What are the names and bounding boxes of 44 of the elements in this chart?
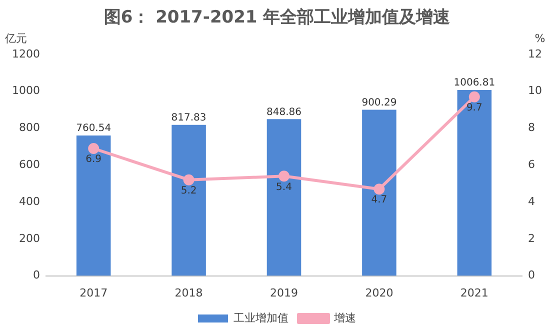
bar (76, 135, 111, 276)
y-tick-label: 1200 (12, 47, 40, 60)
y2-tick-label: 10 (528, 84, 542, 98)
data-label: 848.86 (266, 106, 302, 118)
data-label: 817.83 (171, 112, 206, 124)
point (374, 184, 385, 195)
y-axis-title: 亿元 (4, 32, 27, 45)
y-tick-label: 800 (18, 121, 40, 134)
bar (362, 110, 396, 276)
data-label: 5.4 (276, 182, 292, 193)
point (88, 142, 100, 154)
y-tick-label: 0 (32, 268, 40, 282)
data-label: 9.7 (466, 102, 482, 114)
x-tick-label: 2018 (174, 286, 203, 300)
y2-tick-label: 2 (528, 232, 536, 245)
bar (266, 119, 302, 276)
y2-tick-label: 8 (528, 121, 536, 134)
y2-tick-label: 4 (528, 194, 536, 208)
data-label: 760.54 (76, 123, 112, 134)
data-label: 1006.81 (454, 78, 496, 89)
y2-tick-label: 12 (528, 47, 542, 60)
bar (172, 124, 206, 276)
x-tick-label: 2020 (365, 286, 394, 300)
point (468, 91, 480, 102)
x-tick-label: 2019 (270, 286, 298, 300)
y2-tick-label: 6 (528, 158, 536, 171)
data-label: 6.9 (86, 154, 102, 166)
data-label: 900.29 (362, 97, 397, 108)
y-tick-label: 1000 (12, 84, 40, 98)
legend-label: 工业增加值 (234, 311, 288, 324)
legend-label: 增速 (333, 311, 356, 324)
x-tick-label: 2021 (460, 286, 488, 300)
y-tick-label: 200 (18, 232, 40, 245)
x-tick-label: 2017 (80, 286, 108, 300)
data-label: 4.7 (371, 194, 388, 206)
point (278, 170, 290, 182)
point (183, 174, 194, 186)
data-label: 5.2 (180, 185, 197, 196)
bar (457, 90, 492, 276)
y-tick-label: 400 (18, 194, 40, 208)
chart-title: 图6： 2017-2021 年全部工业增加值及增速 (104, 8, 450, 28)
y2-tick-label: 0 (528, 268, 536, 282)
y2-axis-title: % (534, 32, 546, 45)
y-tick-label: 600 (18, 158, 40, 171)
